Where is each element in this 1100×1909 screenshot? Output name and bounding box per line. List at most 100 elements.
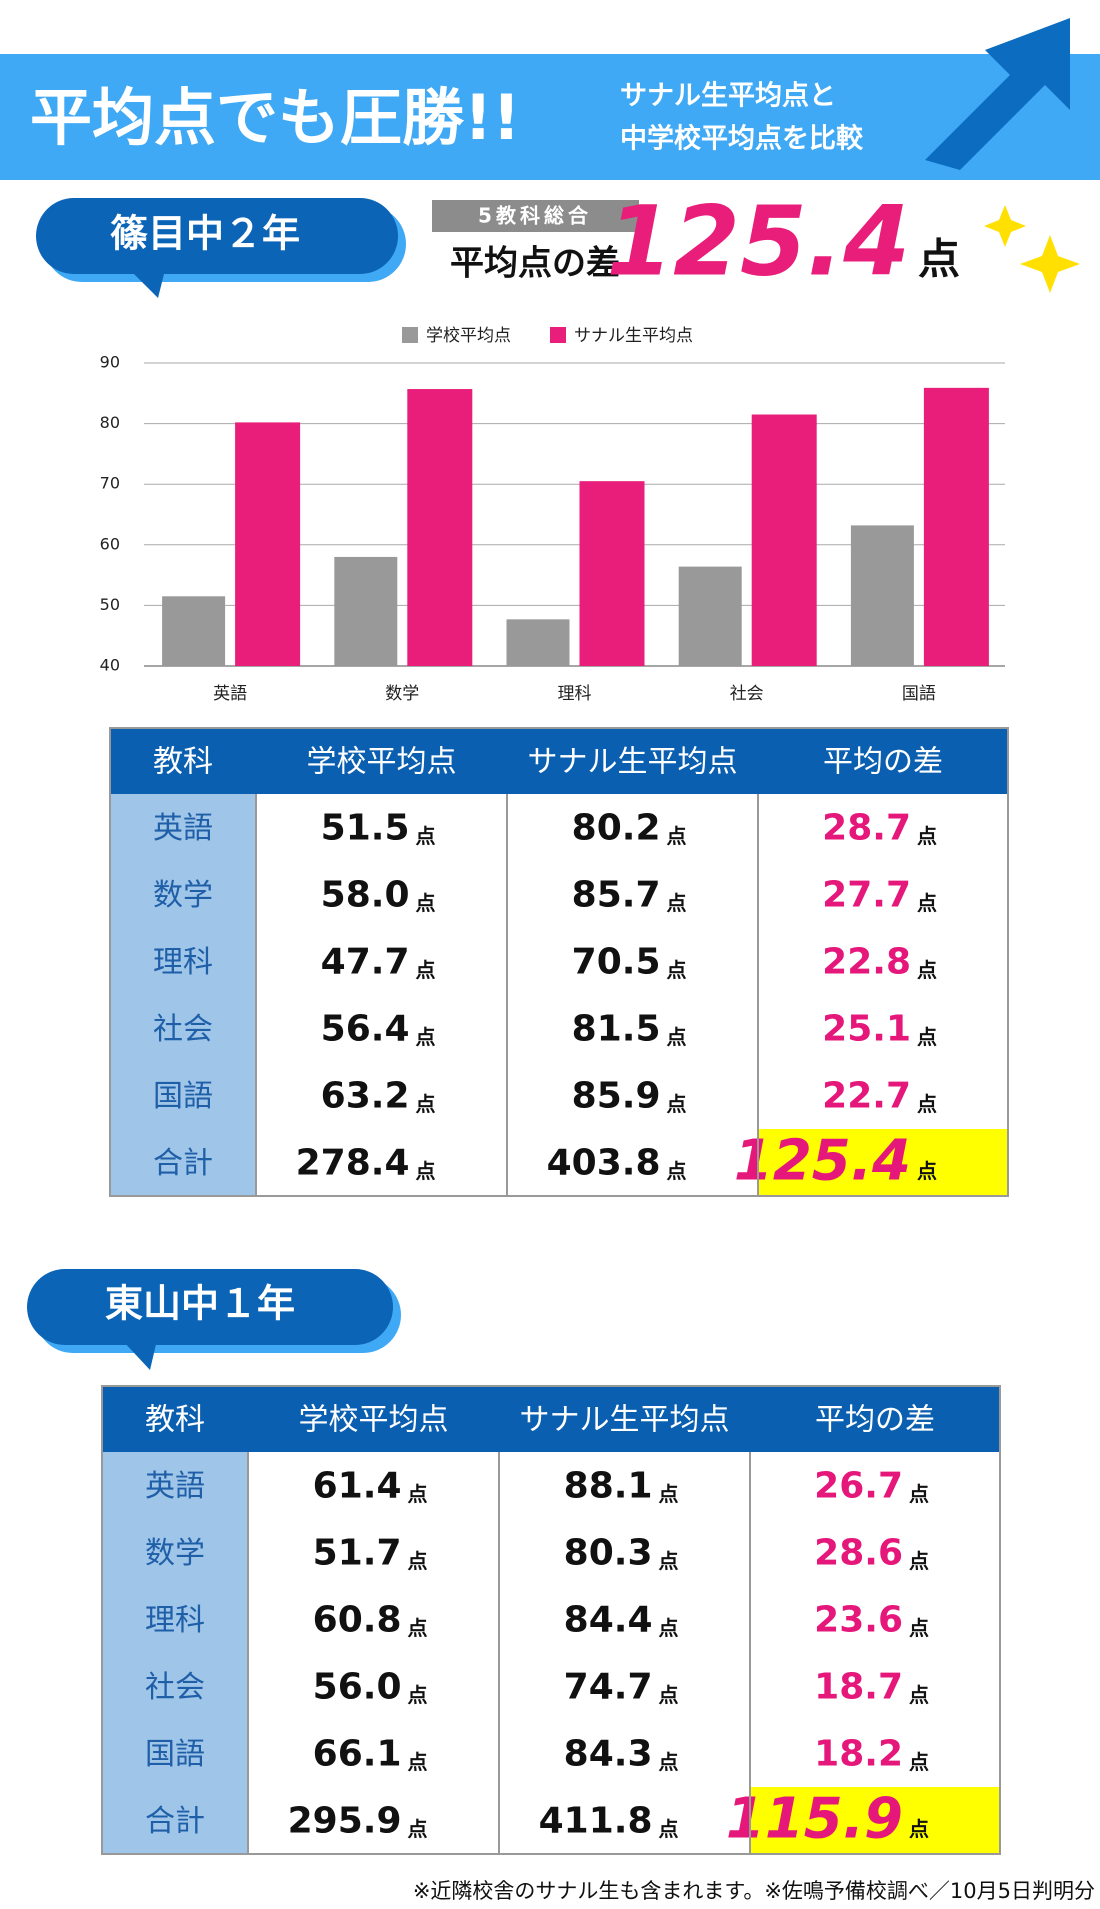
unit: 点 — [416, 891, 436, 915]
score: 56.4 — [321, 1009, 410, 1050]
score: 22.8 — [822, 942, 911, 983]
footnote: ※近隣校舎のサナル生も含まれます。※佐鳴予備校調べ／10月5日判明分 — [413, 1879, 1095, 1903]
unit: 点 — [667, 1092, 687, 1116]
unit: 点 — [408, 1750, 428, 1774]
score: 85.7 — [572, 875, 661, 916]
bar — [506, 619, 570, 666]
unit: 点 — [917, 1025, 937, 1049]
score: 56.0 — [313, 1667, 402, 1708]
x-tick-label: 理科 — [558, 684, 592, 704]
banner-subtitle: 中学校平均点を比較 — [620, 123, 864, 155]
y-tick-label: 40 — [100, 656, 120, 675]
bar — [678, 566, 742, 666]
subject: 数学 — [145, 1536, 205, 1571]
score: 60.8 — [313, 1600, 402, 1641]
score: 63.2 — [321, 1076, 410, 1117]
score: 25.1 — [822, 1009, 911, 1050]
subject: 社会 — [153, 1012, 213, 1047]
summary-value: 125.4 — [606, 185, 910, 297]
score: 28.6 — [814, 1533, 903, 1574]
unit: 点 — [659, 1549, 679, 1573]
table-frame — [101, 1385, 1001, 1855]
table-header-bg — [102, 1386, 1000, 1452]
summary-label-box — [432, 200, 639, 232]
subject: 理科 — [145, 1603, 205, 1638]
y-tick-label: 80 — [100, 413, 120, 432]
score: 74.7 — [564, 1667, 653, 1708]
x-tick-label: 数学 — [385, 684, 419, 704]
score: 27.7 — [822, 875, 911, 916]
score: 88.1 — [564, 1466, 653, 1507]
first-col-bg — [102, 1452, 248, 1854]
score: 70.5 — [572, 942, 661, 983]
subject: 数学 — [153, 878, 213, 913]
column-header: サナル生平均点 — [520, 1403, 730, 1438]
score: 85.9 — [572, 1076, 661, 1117]
x-tick-label: 英語 — [213, 684, 247, 704]
unit: 点 — [408, 1817, 428, 1841]
unit: 点 — [408, 1616, 428, 1640]
column-header: サナル生平均点 — [528, 745, 738, 780]
unit: 点 — [667, 891, 687, 915]
unit: 点 — [667, 824, 687, 848]
badge: 東山中１年 — [27, 1269, 401, 1370]
score: 84.4 — [564, 1600, 653, 1641]
first-col-bg — [110, 794, 256, 1196]
subject: 英語 — [153, 811, 213, 846]
column-header: 教科 — [153, 745, 213, 780]
y-tick-label: 50 — [100, 595, 120, 614]
score: 23.6 — [814, 1600, 903, 1641]
sparkle — [984, 205, 1026, 247]
score: 81.5 — [572, 1009, 661, 1050]
score: 411.8 — [539, 1801, 653, 1842]
unit: 点 — [416, 958, 436, 982]
column-header: 平均の差 — [823, 745, 943, 780]
unit: 点 — [667, 958, 687, 982]
badge: 篠目中２年 — [36, 198, 406, 298]
score: 278.4 — [296, 1143, 410, 1184]
y-tick-label: 70 — [100, 474, 120, 493]
x-tick-label: 国語 — [902, 684, 936, 704]
score: 61.4 — [313, 1466, 402, 1507]
score: 28.7 — [822, 808, 911, 849]
bar — [850, 525, 914, 666]
unit: 点 — [416, 1159, 436, 1183]
bar — [751, 414, 817, 666]
score: 47.7 — [321, 942, 410, 983]
unit: 点 — [416, 1092, 436, 1116]
score: 22.7 — [822, 1076, 911, 1117]
bar — [334, 556, 398, 666]
subject: 合計 — [145, 1804, 205, 1839]
y-tick-label: 60 — [100, 534, 120, 553]
unit: 点 — [917, 1159, 937, 1183]
banner — [0, 54, 1100, 180]
subject: 国語 — [145, 1737, 205, 1772]
unit: 点 — [408, 1683, 428, 1707]
column-header: 平均の差 — [815, 1403, 935, 1438]
unit: 点 — [408, 1549, 428, 1573]
total-highlight — [758, 1129, 1008, 1196]
subject: 国語 — [153, 1079, 213, 1114]
unit: 点 — [667, 1025, 687, 1049]
unit: 点 — [909, 1482, 929, 1506]
score: 26.7 — [814, 1466, 903, 1507]
bar — [579, 481, 645, 666]
bar — [407, 389, 473, 666]
unit: 点 — [659, 1750, 679, 1774]
legend-label: 学校平均点 — [426, 326, 511, 346]
sparkle — [1020, 235, 1080, 293]
unit: 点 — [659, 1616, 679, 1640]
arrow — [925, 18, 1070, 170]
unit: 点 — [667, 1159, 687, 1183]
column-header: 教科 — [145, 1403, 205, 1438]
score: 84.3 — [564, 1734, 653, 1775]
bar — [923, 387, 989, 666]
table-header-bg — [110, 728, 1008, 794]
total-diff: 125.4 — [734, 1129, 911, 1194]
unit: 点 — [917, 891, 937, 915]
legend-label: サナル生平均点 — [574, 326, 693, 346]
unit: 点 — [917, 958, 937, 982]
banner-subtitle: サナル生平均点と — [620, 81, 836, 112]
score: 80.3 — [564, 1533, 653, 1574]
